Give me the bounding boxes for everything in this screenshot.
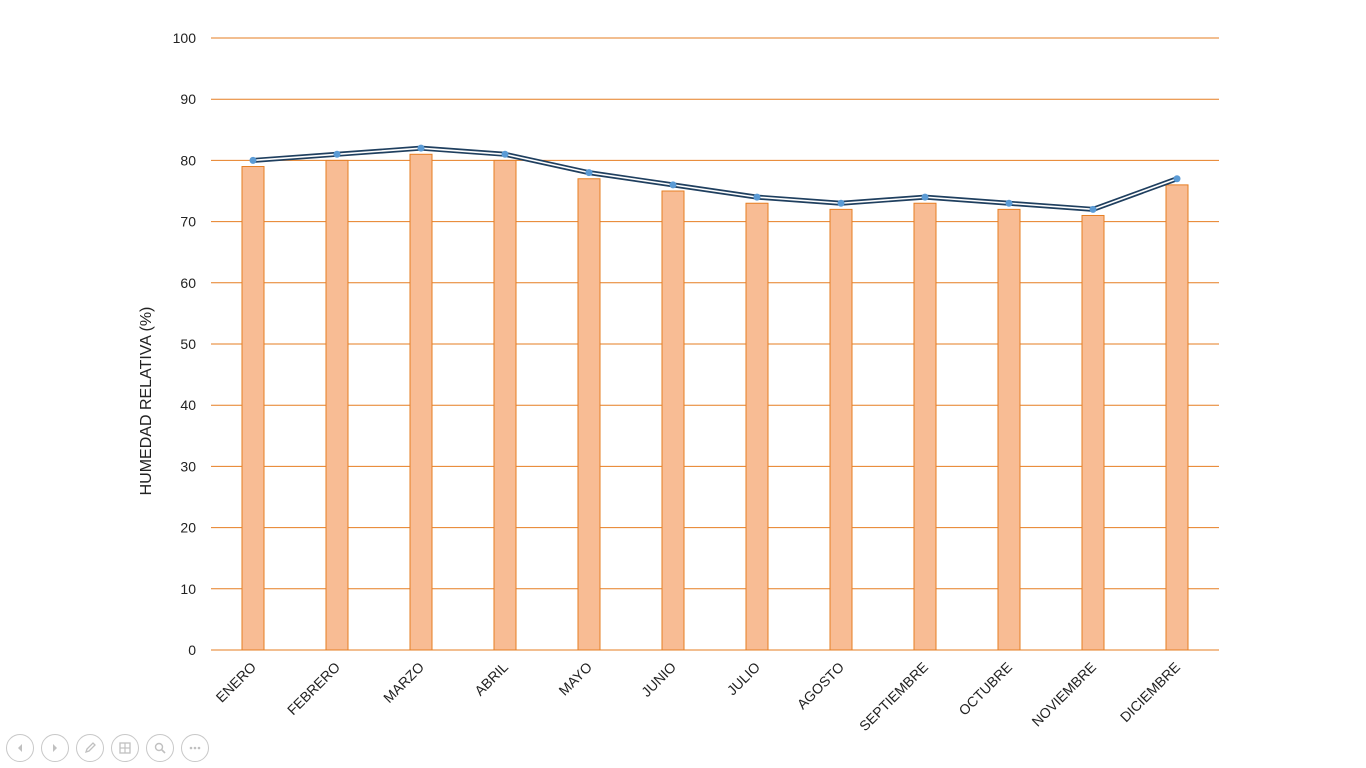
line-point-noviembre	[1089, 205, 1097, 213]
arrow-left-icon	[18, 744, 22, 752]
y-tick-label: 90	[180, 91, 196, 107]
bar-abril	[493, 159, 517, 651]
line-series-outline	[252, 145, 1178, 212]
gridlines	[211, 37, 1219, 651]
y-tick-label: 10	[180, 581, 196, 597]
bar-noviembre	[1081, 214, 1105, 651]
next-slide-button[interactable]	[41, 734, 69, 762]
x-axis-labels: ENERO FEBRERO MARZO ABRIL MAYO JUNIO JULIO AGOS…	[213, 659, 1184, 734]
see-all-slides-button[interactable]	[111, 734, 139, 762]
slides-grid-icon	[119, 742, 131, 754]
line-point-diciembre	[1173, 175, 1181, 183]
magnifier-icon	[154, 742, 166, 754]
y-tick-label: 40	[180, 397, 196, 413]
y-axis-ticks: 0 10 20 30 40 50 60 70 80 90 100	[173, 30, 197, 658]
bar-julio	[745, 202, 769, 651]
x-category-label: NOVIEMBRE	[1028, 659, 1099, 730]
bar-agosto	[829, 208, 853, 651]
x-category-label: ABRIL	[471, 659, 511, 699]
arrow-right-icon	[53, 744, 57, 752]
line-series-path	[252, 147, 1178, 211]
x-category-label: MARZO	[380, 659, 427, 706]
line-point-abril	[501, 150, 509, 158]
x-category-label: FEBRERO	[284, 659, 343, 718]
y-tick-label: 80	[180, 152, 196, 168]
bar-febrero	[325, 159, 349, 651]
bar-junio	[661, 190, 685, 651]
line-point-agosto	[837, 199, 845, 207]
bar-octubre	[997, 208, 1021, 651]
y-tick-label: 0	[188, 642, 196, 658]
bar-series	[241, 153, 1189, 651]
line-point-enero	[249, 156, 257, 164]
y-tick-label: 60	[180, 275, 196, 291]
line-point-febrero	[333, 150, 341, 158]
line-point-junio	[669, 181, 677, 189]
y-tick-label: 100	[173, 30, 197, 46]
x-category-label: SEPTIEMBRE	[856, 659, 931, 734]
line-point-julio	[753, 193, 761, 201]
line-point-mayo	[585, 169, 593, 177]
bar-diciembre	[1165, 184, 1189, 651]
y-tick-label: 30	[180, 458, 196, 474]
slideshow-controls	[6, 734, 209, 762]
ellipsis-icon	[189, 746, 201, 750]
y-tick-label: 20	[180, 520, 196, 536]
line-point-septiembre	[921, 193, 929, 201]
bar-mayo	[577, 178, 601, 651]
line-series	[249, 144, 1181, 213]
y-tick-label: 50	[180, 336, 196, 352]
x-category-label: JUNIO	[638, 659, 679, 700]
previous-slide-button[interactable]	[6, 734, 34, 762]
x-category-label: MAYO	[555, 659, 595, 699]
bar-septiembre	[913, 202, 937, 651]
x-category-label: DICIEMBRE	[1117, 659, 1183, 725]
x-category-label: JULIO	[724, 659, 763, 698]
x-category-label: AGOSTO	[794, 659, 848, 713]
y-axis-title: HUMEDAD RELATIVA (%)	[138, 307, 155, 496]
pen-icon	[84, 742, 96, 754]
x-category-label: ENERO	[213, 659, 260, 706]
line-point-octubre	[1005, 199, 1013, 207]
x-category-label: OCTUBRE	[955, 659, 1015, 719]
bar-enero	[241, 166, 265, 651]
y-tick-label: 70	[180, 214, 196, 230]
zoom-button[interactable]	[146, 734, 174, 762]
pen-tool-button[interactable]	[76, 734, 104, 762]
more-options-button[interactable]	[181, 734, 209, 762]
line-point-marzo	[417, 144, 425, 152]
bar-marzo	[409, 153, 433, 651]
